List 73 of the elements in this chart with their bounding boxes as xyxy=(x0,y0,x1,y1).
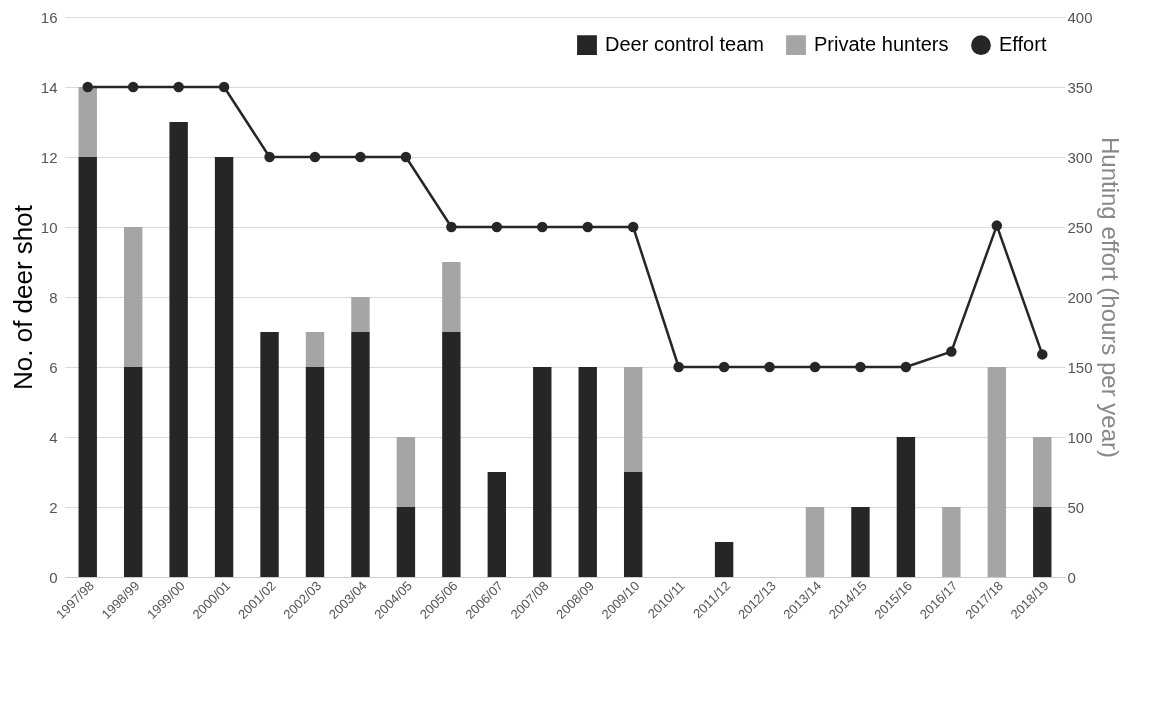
y2-tick-label: 100 xyxy=(1067,428,1093,446)
bar xyxy=(714,542,734,577)
bar xyxy=(396,507,416,577)
y-tick-label: 2 xyxy=(49,498,58,516)
point xyxy=(582,221,593,233)
bar xyxy=(260,332,279,577)
legend-label: Effort xyxy=(999,33,1047,56)
bar xyxy=(533,367,552,577)
point xyxy=(491,221,503,233)
bar xyxy=(578,367,597,577)
y2-tick-label: 0 xyxy=(1067,568,1076,586)
point xyxy=(764,361,775,373)
y-tick-label: 8 xyxy=(49,288,58,306)
y2-tick-label: 50 xyxy=(1067,498,1085,516)
y2-tick-label: 250 xyxy=(1067,218,1093,236)
point xyxy=(309,151,321,163)
point xyxy=(809,361,821,373)
point xyxy=(173,81,184,93)
bar xyxy=(442,262,461,332)
bar xyxy=(305,367,325,577)
point xyxy=(627,221,639,233)
y2-tick-label: 400 xyxy=(1067,8,1093,26)
bar xyxy=(123,227,143,367)
bar xyxy=(78,157,97,577)
legend-label: Private hunters xyxy=(814,33,949,56)
y2-tick-label: 300 xyxy=(1067,148,1093,166)
bar xyxy=(987,367,1007,577)
point xyxy=(264,151,275,163)
y2-tick-label: 350 xyxy=(1067,78,1093,96)
bar xyxy=(78,87,97,157)
y-axis-title: No. of deer shot xyxy=(7,204,38,390)
point xyxy=(946,346,957,357)
bar xyxy=(623,472,643,577)
bar xyxy=(1033,507,1052,577)
y2-tick-label: 150 xyxy=(1067,358,1093,376)
y2-tick-label: 200 xyxy=(1067,288,1093,306)
bar xyxy=(123,367,143,577)
bar xyxy=(351,332,370,577)
point xyxy=(218,81,230,93)
bar xyxy=(396,437,416,507)
point xyxy=(127,81,139,93)
bar xyxy=(896,437,916,577)
y-tick-label: 10 xyxy=(40,218,58,236)
bar xyxy=(169,122,188,577)
bar xyxy=(214,157,234,577)
y-tick-label: 0 xyxy=(49,568,58,586)
bar xyxy=(1033,437,1052,507)
point xyxy=(855,361,866,373)
bar xyxy=(942,507,961,577)
point xyxy=(446,221,457,233)
point xyxy=(900,361,912,373)
y2-axis-title: Hunting effort (hours per year) xyxy=(1096,136,1124,459)
y-tick-label: 14 xyxy=(40,78,58,96)
y-tick-label: 12 xyxy=(40,148,58,166)
legend-label: Deer control team xyxy=(605,33,764,56)
point xyxy=(991,220,1003,231)
bar xyxy=(623,367,643,472)
point xyxy=(400,151,412,163)
point xyxy=(537,221,548,233)
point xyxy=(718,361,730,373)
point xyxy=(673,361,684,373)
bar xyxy=(351,297,370,332)
y-tick-label: 6 xyxy=(49,358,58,376)
point xyxy=(1037,349,1048,360)
bar xyxy=(851,507,870,577)
bar xyxy=(487,472,507,577)
bar xyxy=(805,507,825,577)
point xyxy=(82,81,93,93)
bar xyxy=(442,332,461,577)
bar xyxy=(305,332,325,367)
y-tick-label: 16 xyxy=(40,8,58,26)
y-tick-label: 4 xyxy=(49,428,58,446)
point xyxy=(355,151,366,163)
